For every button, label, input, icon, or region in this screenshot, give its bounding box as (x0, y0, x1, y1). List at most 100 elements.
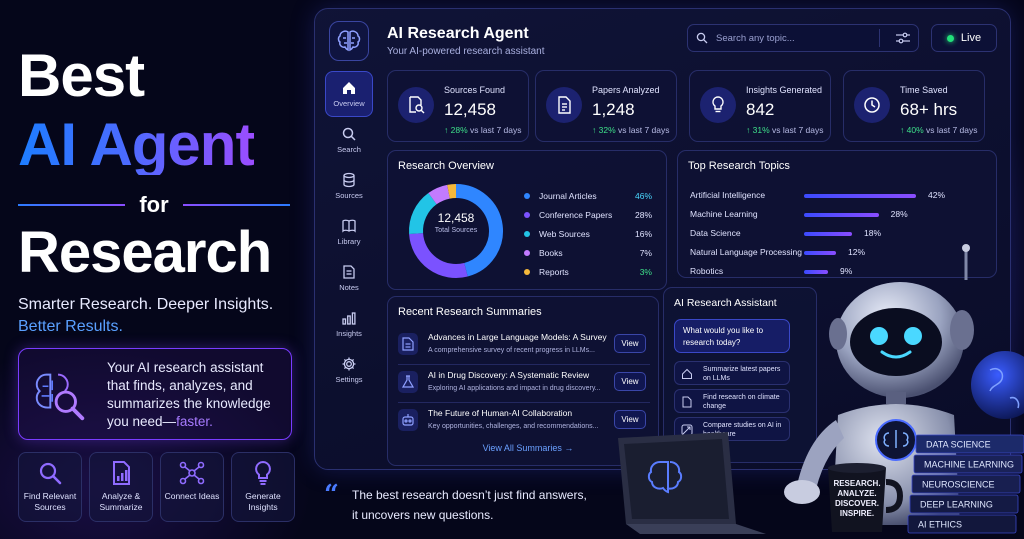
promo-card: Your AI research assistant that finds, a… (18, 348, 292, 440)
document-icon (682, 396, 692, 408)
view-summary-button[interactable]: View (614, 372, 646, 391)
recent-summaries-card: Recent Research Summaries Advances in La… (387, 296, 659, 466)
topic-bar (804, 232, 852, 236)
legend-value: 28% (634, 209, 652, 220)
hero-for-divider: for (18, 192, 291, 218)
view-summary-button[interactable]: View (614, 334, 646, 353)
search-divider (879, 29, 880, 47)
legend-swatch (524, 192, 530, 199)
quote-line-1: The best research doesn’t just find answ… (352, 488, 587, 502)
ai-assistant-card: AI Research Assistant What would you lik… (663, 287, 817, 463)
stat-card-sources[interactable]: Sources Found 12,458 ↑ 28% vs last 7 day… (387, 70, 529, 142)
legend-label: Books (539, 247, 563, 258)
donut-slice-conference-papers (409, 232, 468, 278)
topic-bar (804, 213, 879, 217)
sidebar-item-notes[interactable]: Notes (325, 255, 373, 301)
suggestion-chip[interactable]: Compare studies on AI in healthcare (674, 417, 790, 441)
donut-center-label: 12,458 Total Sources (434, 211, 478, 234)
topic-label: Natural Language Processing (690, 247, 802, 257)
book-spine (909, 494, 1019, 514)
topic-row: Natural Language Processing 12% (690, 247, 990, 261)
topic-value: 12% (848, 247, 866, 257)
topic-bar (804, 251, 836, 255)
sidebar-item-sources[interactable]: Sources (325, 163, 373, 209)
top-topics-card: Top Research Topics Artificial Intellige… (677, 150, 997, 278)
legend-item: Books 7% (524, 243, 652, 262)
clock-icon (854, 87, 890, 123)
topic-value: 42% (928, 190, 946, 200)
brain-icon (337, 30, 361, 52)
row-divider (398, 402, 650, 403)
feature-analyze: Analyze & Summarize (89, 452, 153, 522)
quote-mark-icon: “ (324, 480, 339, 510)
suggestion-chip[interactable]: Summarize latest papers on LLMs (674, 361, 790, 385)
hero-title-line2: AI Agent (18, 111, 255, 178)
topic-bar (804, 194, 916, 198)
donut-slice-web-sources (409, 192, 437, 234)
summary-item[interactable]: The Future of Human-AI Collaboration Key… (398, 405, 650, 439)
notes-icon (343, 265, 355, 279)
topic-label: Data Science (690, 228, 741, 238)
filter-button[interactable] (888, 32, 918, 44)
flask-icon (398, 371, 418, 393)
live-status-button[interactable]: Live (931, 24, 997, 52)
stat-card-time-saved[interactable]: Time Saved 68+ hrs ↑ 40% vs last 7 days (843, 70, 985, 142)
app-subtitle: Your AI-powered research assistant (387, 46, 545, 57)
brain-search-icon (35, 373, 85, 421)
search-icon (696, 32, 708, 44)
row-divider (398, 364, 650, 365)
legend-label: Journal Articles (539, 190, 597, 201)
topic-row: Robotics 9% (690, 266, 990, 280)
legend-item: Reports 3% (524, 262, 652, 281)
summary-item[interactable]: AI in Drug Discovery: A Systematic Revie… (398, 367, 650, 401)
legend-item: Web Sources 16% (524, 224, 652, 243)
stat-card-insights[interactable]: Insights Generated 842 ↑ 31% vs last 7 d… (689, 70, 831, 142)
book-icon (342, 219, 356, 233)
topic-value: 9% (840, 266, 853, 276)
sidebar-item-insights[interactable]: Insights (325, 301, 373, 347)
book-spine (907, 514, 1017, 534)
stat-card-papers[interactable]: Papers Analyzed 1,248 ↑ 32% vs last 7 da… (535, 70, 677, 142)
feature-insights: Generate Insights (231, 452, 295, 522)
summary-item[interactable]: Advances in Large Language Models: A Sur… (398, 329, 650, 363)
view-summary-button[interactable]: View (614, 410, 646, 429)
dashboard-window: AI Research Agent Your AI-powered resear… (314, 8, 1011, 470)
sidebar-item-library[interactable]: Library (325, 209, 373, 255)
sidebar-item-settings[interactable]: Settings (325, 347, 373, 393)
svg-text:RESEARCH.ANALYZE.DISCOVER.INSP: RESEARCH. ANALYZE. DISCOVER. INSPIRE. (833, 479, 880, 518)
topic-row: Data Science 18% (690, 228, 990, 242)
book-title: DEEP LEARNING (920, 500, 993, 510)
sidebar-item-overview[interactable]: Overview (325, 71, 373, 117)
hero-section: Best AI Agent for Research Smarter Resea… (0, 0, 310, 539)
topic-bar (804, 270, 828, 274)
quote-line-2: it uncovers new questions. (352, 508, 494, 522)
search-input[interactable] (716, 32, 866, 44)
sources-donut-chart (409, 184, 503, 278)
search-icon (342, 127, 356, 141)
legend-label: Conference Papers (539, 209, 613, 220)
topic-label: Robotics (690, 266, 724, 276)
hero-tagline-accent: Better Results. (18, 318, 123, 335)
legend-value: 7% (639, 247, 652, 258)
legend-swatch (524, 268, 530, 275)
paper-icon (546, 87, 582, 123)
legend-value: 3% (639, 266, 652, 277)
suggestion-chip[interactable]: Find research on climate change (674, 389, 790, 413)
legend-label: Web Sources (539, 228, 590, 239)
view-all-summaries-link[interactable]: View All Summaries → (482, 443, 574, 453)
topic-row: Machine Learning 28% (690, 209, 990, 223)
sidebar-item-search[interactable]: Search (325, 117, 373, 163)
feature-list: Find Relevant Sources Analyze & Summariz… (18, 452, 295, 522)
document-search-icon (398, 87, 434, 123)
lightbulb-icon (700, 87, 736, 123)
donut-slice-journal-articles (455, 184, 503, 277)
donut-slice-reports (447, 184, 457, 199)
search-bar (687, 24, 919, 52)
feature-find-sources: Find Relevant Sources (18, 452, 82, 522)
topic-value: 28% (890, 209, 908, 219)
legend-value: 16% (634, 228, 652, 239)
divider-line-left (18, 204, 126, 206)
hero-tagline: Smarter Research. Deeper Insights. (18, 296, 274, 313)
legend-swatch (524, 249, 530, 256)
mug-illustration: RESEARCH. ANALYZE. DISCOVER. INSPIRE. (828, 463, 904, 532)
